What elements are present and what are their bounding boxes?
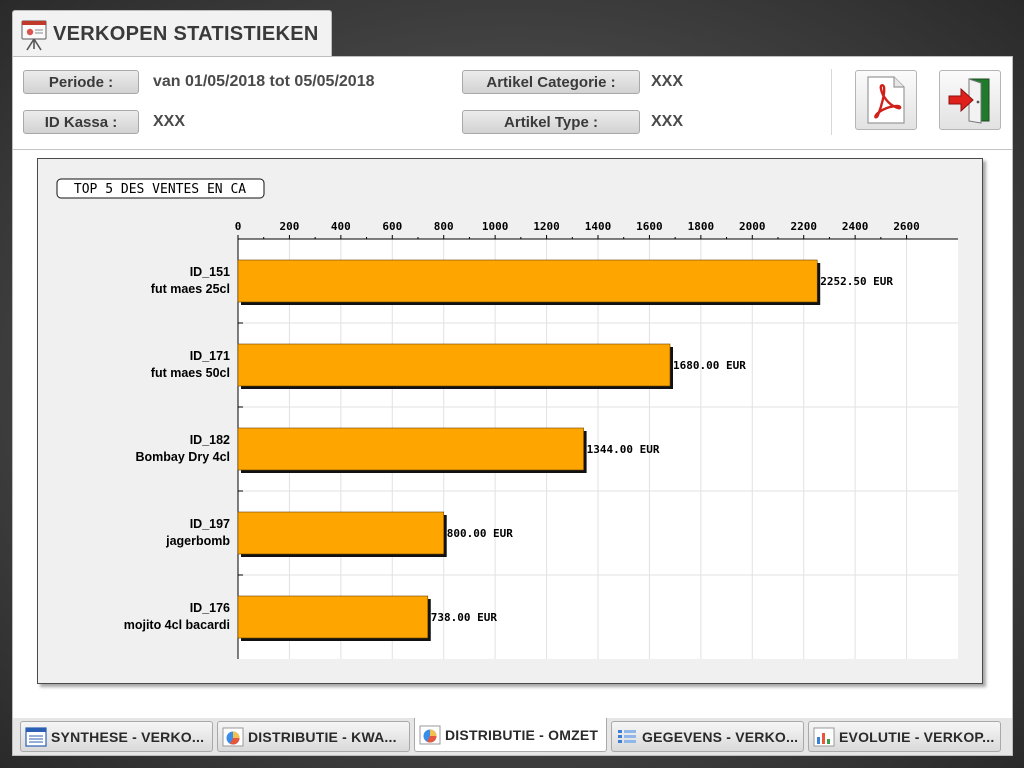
tab-label: DISTRIBUTIE - KWA...	[248, 728, 397, 745]
list-report-icon	[25, 726, 47, 747]
x-tick-label: 1000	[482, 220, 509, 233]
table-list-icon	[618, 729, 636, 743]
category-name-label: mojito 4cl bacardi	[124, 618, 230, 632]
x-tick-label: 2400	[842, 220, 869, 233]
chart-title: TOP 5 DES VENTES EN CA	[74, 182, 246, 197]
bar	[237, 427, 584, 471]
artikel-type-value: XXX	[651, 113, 684, 130]
bar-value-label: 2252.50 EUR	[820, 275, 893, 288]
tab-gegevens-verkopen[interactable]: GEGEVENS - VERKO...	[611, 721, 804, 752]
tab-synthese-verkopen[interactable]: SYNTHESE - VERKO...	[20, 721, 213, 752]
x-tick-label: 2600	[893, 220, 920, 233]
category-name-label: jagerbomb	[165, 534, 230, 548]
bar-value-label: 800.00 EUR	[447, 527, 514, 540]
bar	[237, 511, 445, 555]
x-tick-label: 2200	[790, 220, 817, 233]
tab-label: DISTRIBUTIE - OMZET	[445, 726, 599, 743]
bar-value-label: 1680.00 EUR	[673, 359, 746, 372]
report-tabs-bar: SYNTHESE - VERKO... DISTRIBUTIE - KWA...…	[12, 718, 1013, 756]
exit-door-icon	[948, 78, 990, 124]
artikel-categorie-label: Artikel Categorie :	[462, 70, 640, 94]
export-pdf-button[interactable]	[855, 70, 917, 130]
chart-frame: TOP 5 DES VENTES EN CA 0 200 400 600 800 1000…	[37, 158, 983, 684]
x-tick-label: 800	[434, 220, 454, 233]
header-divider	[831, 69, 832, 135]
bar	[237, 595, 429, 639]
x-tick-label: 1800	[688, 220, 715, 233]
chart-title-box	[56, 178, 265, 199]
filter-header: Periode : van 01/05/2018 tot 05/05/2018 …	[13, 57, 1012, 149]
category-id-label: ID_182	[190, 433, 230, 447]
periode-label: Periode :	[23, 70, 139, 94]
tab-label: SYNTHESE - VERKO...	[51, 728, 205, 745]
periode-value: van 01/05/2018 tot 05/05/2018	[153, 73, 375, 90]
artikel-categorie-value: XXX	[651, 73, 684, 90]
category-name-label: fut maes 25cl	[151, 282, 230, 296]
category-name-label: fut maes 50cl	[151, 366, 230, 380]
x-tick-label: 200	[279, 220, 299, 233]
main-panel: Periode : van 01/05/2018 tot 05/05/2018 …	[12, 56, 1013, 718]
tab-label: GEGEVENS - VERKO...	[642, 728, 799, 745]
exit-button[interactable]	[939, 70, 1001, 130]
bar	[237, 343, 671, 387]
id-kassa-label: ID Kassa :	[23, 110, 139, 134]
bar-chart-icon	[813, 727, 835, 746]
bar-value-label: 738.00 EUR	[431, 611, 498, 624]
tab-distributie-omzet[interactable]: DISTRIBUTIE - OMZET	[414, 718, 607, 752]
bar	[237, 259, 818, 303]
category-id-label: ID_151	[190, 265, 230, 279]
id-kassa-value: XXX	[153, 113, 186, 130]
artikel-type-label: Artikel Type :	[462, 110, 640, 134]
top5-bar-chart: TOP 5 DES VENTES EN CA 0 200 400 600 800 1000…	[56, 178, 958, 659]
category-id-label: ID_197	[190, 517, 230, 531]
tab-label: EVOLUTIE - VERKOP...	[839, 728, 995, 745]
presentation-board-icon	[21, 20, 47, 51]
chart-area: TOP 5 DES VENTES EN CA 0 200 400 600 800 1000…	[13, 149, 1012, 718]
bar-value-label: 1344.00 EUR	[587, 443, 660, 456]
pie-chart-icon	[222, 727, 244, 746]
x-tick-label: 600	[382, 220, 402, 233]
x-tick-label: 1600	[636, 220, 663, 233]
window-title-tab: VERKOPEN STATISTIEKEN	[12, 10, 332, 58]
category-id-label: ID_171	[190, 349, 230, 363]
x-tick-label: 0	[235, 220, 242, 233]
pie-chart-icon	[419, 725, 441, 744]
pdf-icon	[867, 76, 905, 124]
tab-distributie-kwantiteit[interactable]: DISTRIBUTIE - KWA...	[217, 721, 410, 752]
window-title: VERKOPEN STATISTIEKEN	[53, 23, 319, 45]
category-id-label: ID_176	[190, 601, 230, 615]
x-tick-label: 400	[331, 220, 351, 233]
x-tick-label: 1200	[533, 220, 560, 233]
x-tick-label: 2000	[739, 220, 766, 233]
tab-evolutie-verkopen[interactable]: EVOLUTIE - VERKOP...	[808, 721, 1001, 752]
category-name-label: Bombay Dry 4cl	[136, 450, 230, 464]
x-tick-label: 1400	[585, 220, 612, 233]
